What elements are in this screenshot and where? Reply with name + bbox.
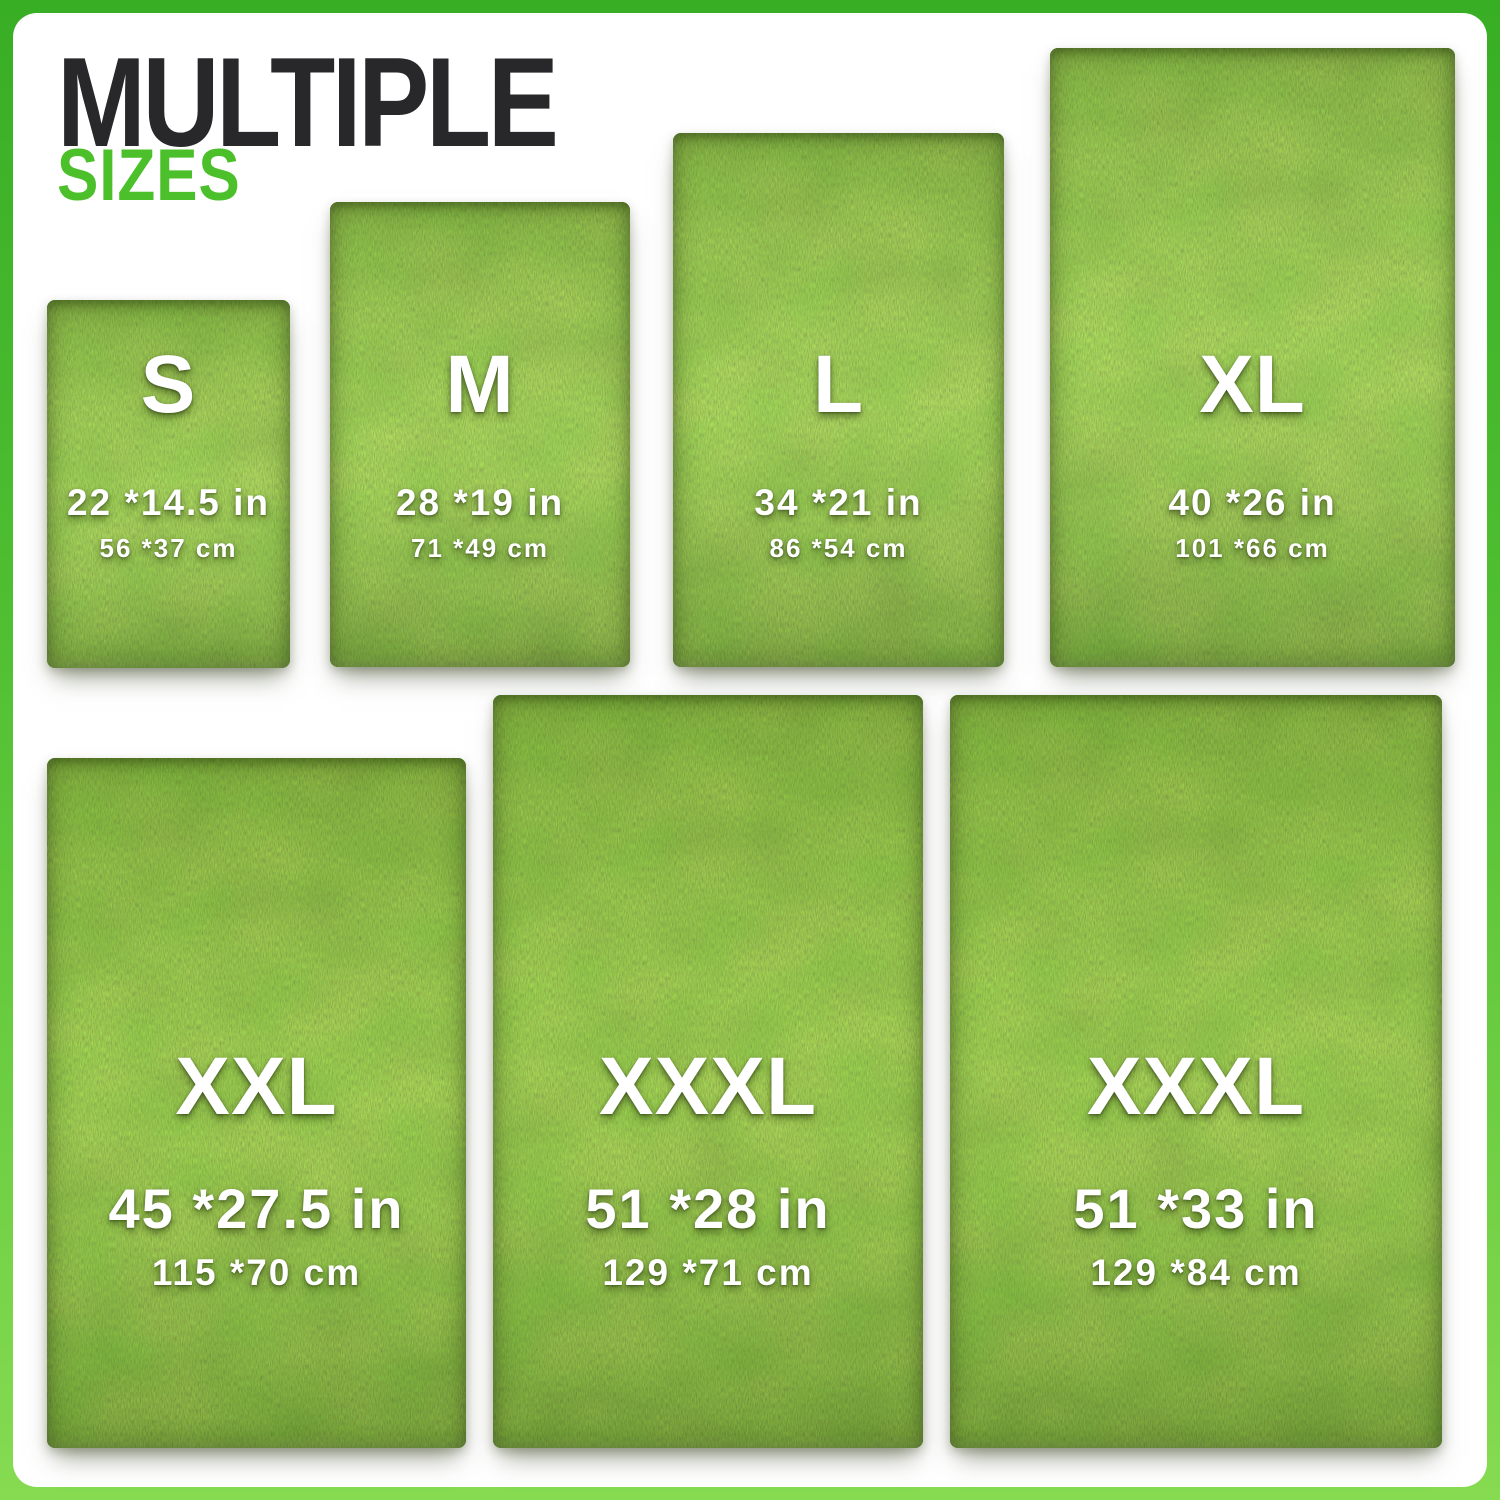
mat-caption: XXXL 51 *28 in 129 *71 cm — [493, 1041, 923, 1293]
size-inches: 22 *14.5 in — [66, 482, 270, 523]
size-label: L — [812, 339, 865, 430]
size-inches: 28 *19 in — [395, 482, 565, 523]
grass-texture — [1050, 48, 1455, 667]
size-label: S — [140, 339, 197, 430]
size-centimeters: 71 *49 cm — [411, 533, 549, 563]
grass-mat-s: S 22 *14.5 in 56 *37 cm — [47, 300, 290, 668]
grass-texture — [950, 695, 1442, 1448]
grass-mat-xl: XL 40 *26 in 101 *66 cm — [1050, 48, 1455, 667]
mat-caption: XXXL 51 *33 in 129 *84 cm — [950, 1041, 1442, 1293]
grass-texture — [47, 300, 290, 668]
page-title: MULTIPLE — [57, 31, 559, 173]
size-label: XXXL — [1086, 1041, 1306, 1132]
grass-mat-xxxl-1: XXXL 51 *28 in 129 *71 cm — [493, 695, 923, 1448]
size-centimeters: 86 *54 cm — [769, 533, 908, 563]
size-inches: 40 *26 in — [1168, 482, 1337, 523]
size-label: M — [445, 339, 515, 430]
grass-texture — [330, 202, 630, 667]
size-inches: 34 *21 in — [754, 482, 923, 523]
grass-mat-m: M 28 *19 in 71 *49 cm — [330, 202, 630, 667]
size-centimeters: 129 *71 cm — [602, 1252, 814, 1293]
grass-texture — [47, 758, 466, 1448]
size-inches: 45 *27.5 in — [108, 1177, 405, 1240]
grass-mat-xxxl-2: XXXL 51 *33 in 129 *84 cm — [950, 695, 1442, 1448]
mat-caption: XL 40 *26 in 101 *66 cm — [1050, 339, 1455, 563]
size-label: XXL — [175, 1041, 338, 1132]
size-label: XL — [1199, 339, 1306, 430]
size-centimeters: 101 *66 cm — [1175, 533, 1330, 563]
grass-texture — [493, 695, 923, 1448]
size-centimeters: 115 *70 cm — [151, 1252, 362, 1293]
mat-caption: M 28 *19 in 71 *49 cm — [330, 339, 630, 563]
mat-caption: XXL 45 *27.5 in 115 *70 cm — [47, 1041, 466, 1293]
size-label: XXXL — [598, 1041, 818, 1132]
page-subtitle: SIZES — [57, 135, 241, 216]
size-centimeters: 129 *84 cm — [1090, 1252, 1302, 1293]
mat-caption: S 22 *14.5 in 56 *37 cm — [47, 339, 290, 563]
grass-mat-l: L 34 *21 in 86 *54 cm — [673, 133, 1004, 667]
grass-mat-xxl: XXL 45 *27.5 in 115 *70 cm — [47, 758, 466, 1448]
mat-caption: L 34 *21 in 86 *54 cm — [673, 339, 1004, 563]
size-centimeters: 56 *37 cm — [99, 533, 238, 563]
size-inches: 51 *33 in — [1073, 1177, 1319, 1240]
size-inches: 51 *28 in — [585, 1177, 831, 1240]
grass-texture — [673, 133, 1004, 667]
